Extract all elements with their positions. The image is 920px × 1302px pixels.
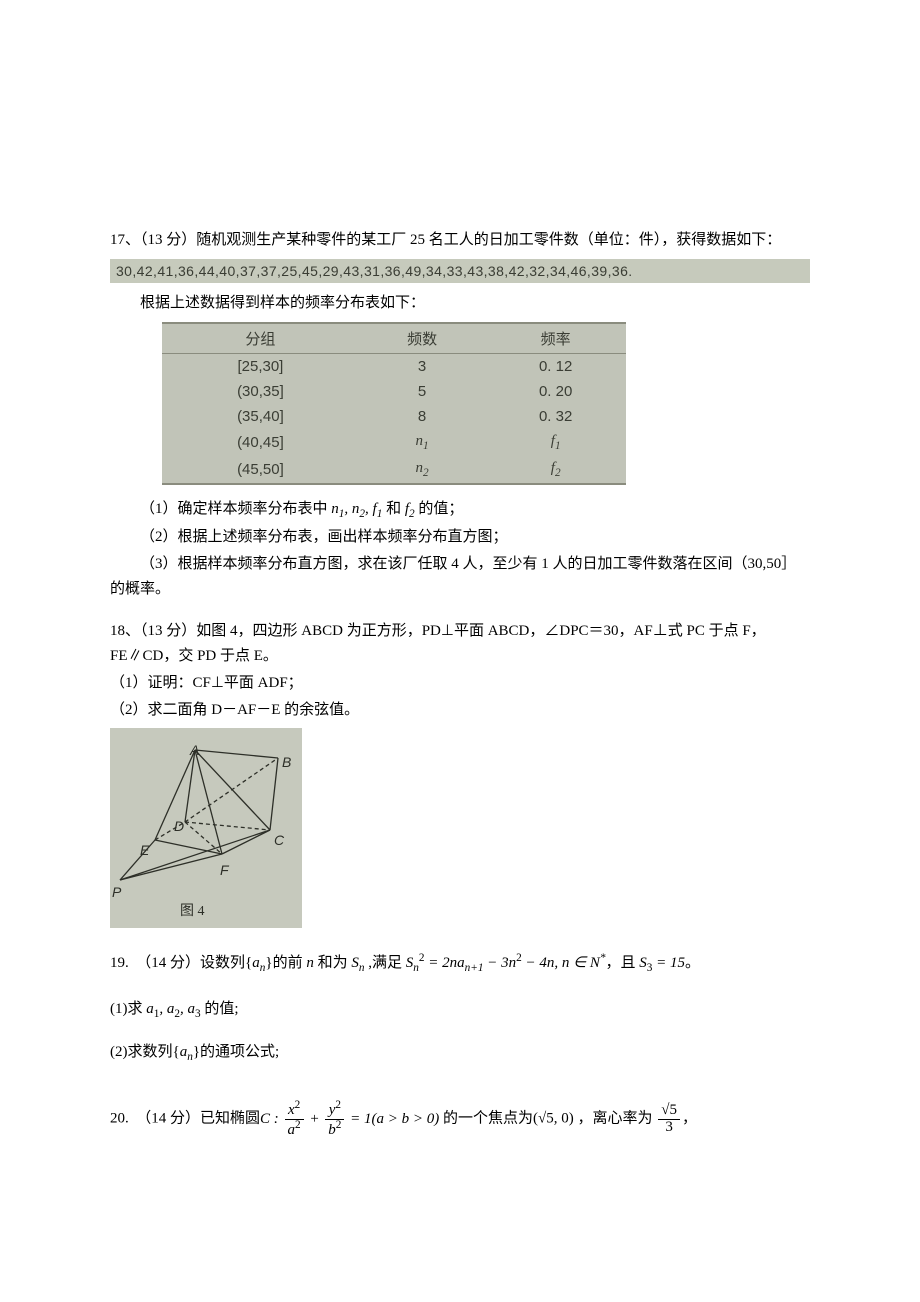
table-row: (45,50] n2 f2: [162, 456, 626, 484]
q19-number: 19.: [110, 955, 129, 971]
cell: [25,30]: [162, 353, 359, 379]
text: ，离心率为: [578, 1111, 653, 1127]
math: n1, n2, f1: [331, 501, 382, 517]
cell: 0. 32: [485, 404, 626, 429]
text: 的通项公式;: [200, 1044, 279, 1060]
table-header-row: 分组 频数 频率: [162, 323, 626, 354]
ellipse-equation: C : x2a2 + y2b2 = 1(a > b > 0): [260, 1111, 443, 1127]
math: n: [306, 955, 314, 971]
q18-points: （13 分）: [140, 623, 196, 639]
focus-point: (√5, 0): [533, 1111, 574, 1127]
q18-sub2: （2）求二面角 D－AF－E 的余弦值。: [110, 698, 810, 723]
geom-label-a: A: [190, 742, 199, 758]
text: 设数列: [200, 955, 245, 971]
text: （1）确定样本频率分布表中: [140, 501, 331, 517]
q17-points: （13 分）: [140, 232, 196, 248]
cell: 8: [359, 404, 486, 429]
text: ，且: [606, 955, 640, 971]
geom-label-e: E: [140, 842, 149, 858]
q20-points: （14 分）: [136, 1111, 200, 1127]
q17-sub2: （2）根据上述频率分布表，画出样本频率分布直方图；: [110, 525, 810, 550]
table-row: [25,30] 3 0. 12: [162, 353, 626, 379]
geom-label-b: B: [282, 754, 291, 770]
question-20: 20. （14 分）已知椭圆C : x2a2 + y2b2 = 1(a > b …: [110, 1100, 810, 1139]
text: 的值;: [201, 1001, 239, 1017]
cell: (35,40]: [162, 404, 359, 429]
q17-intro-text: 随机观测生产某种零件的某工厂 25 名工人的日加工零件数（单位：件），获得数据如…: [196, 232, 781, 248]
text: 已知椭圆: [200, 1111, 260, 1127]
cell: f2: [485, 456, 626, 484]
text: 的值；: [415, 501, 464, 517]
math: a1, a2, a3: [146, 1001, 200, 1017]
cell: f1: [485, 429, 626, 456]
math: {an}: [173, 1044, 201, 1060]
math-formula: Sn2 = 2nan+1 − 3n2 − 4n, n ∈ N*: [406, 955, 606, 971]
text: 的一个焦点为: [443, 1111, 533, 1127]
text: 和为: [314, 955, 352, 971]
geom-label-c: C: [274, 832, 284, 848]
table-row: (30,35] 5 0. 20: [162, 379, 626, 404]
cell: 0. 12: [485, 353, 626, 379]
geom-label-d: D: [174, 818, 184, 834]
cell: n1: [359, 429, 486, 456]
q19-points: （14 分）: [136, 955, 200, 971]
frequency-table: 分组 频数 频率 [25,30] 3 0. 12 (30,35] 5 0. 20…: [162, 322, 626, 485]
cell: (40,45]: [162, 429, 359, 456]
q17-table-intro: 根据上述数据得到样本的频率分布表如下：: [110, 291, 810, 316]
q17-sub1: （1）确定样本频率分布表中 n1, n2, f1 和 f2 的值；: [110, 497, 810, 524]
text: (1)求: [110, 1001, 146, 1017]
math: Sn: [351, 955, 364, 971]
q17-number: 17、: [110, 232, 140, 248]
math: {an}: [245, 955, 273, 971]
text: (2)求数列: [110, 1044, 173, 1060]
q19-intro: 19. （14 分）设数列{an}的前 n 和为 Sn ,满足 Sn2 = 2n…: [110, 946, 810, 981]
q20-number: 20.: [110, 1111, 129, 1127]
table-row: (35,40] 8 0. 32: [162, 404, 626, 429]
cell: (45,50]: [162, 456, 359, 484]
q18-number: 18、: [110, 623, 140, 639]
cell: 0. 20: [485, 379, 626, 404]
q19-sub1: (1)求 a1, a2, a3 的值;: [110, 997, 810, 1024]
question-18: 18、（13 分）如图 4，四边形 ABCD 为正方形，PD⊥平面 ABCD，∠…: [110, 619, 810, 928]
geom-label-p: P: [112, 884, 121, 900]
text: 的前: [273, 955, 307, 971]
cell: n2: [359, 456, 486, 484]
figure-caption: 图 4: [180, 900, 205, 920]
q20-intro: 20. （14 分）已知椭圆C : x2a2 + y2b2 = 1(a > b …: [110, 1100, 810, 1139]
eccentricity: √53: [658, 1103, 680, 1136]
cell: 5: [359, 379, 486, 404]
page-content: 17、（13 分）随机观测生产某种零件的某工厂 25 名工人的日加工零件数（单位…: [0, 0, 920, 1187]
cell: 3: [359, 353, 486, 379]
cell: (30,35]: [162, 379, 359, 404]
th-group: 分组: [162, 323, 359, 354]
th-count: 频数: [359, 323, 486, 354]
q18-sub1: （1）证明：CF⊥平面 ADF；: [110, 671, 810, 696]
th-freq: 频率: [485, 323, 626, 354]
geom-label-f: F: [220, 862, 229, 878]
text: ，: [682, 1111, 697, 1127]
table-row: (40,45] n1 f1: [162, 429, 626, 456]
math: S3 = 15: [639, 955, 685, 971]
math: f2: [405, 501, 415, 517]
q17-data-strip: 30,42,41,36,44,40,37,37,25,45,29,43,31,3…: [110, 259, 810, 283]
question-19: 19. （14 分）设数列{an}的前 n 和为 Sn ,满足 Sn2 = 2n…: [110, 946, 810, 1066]
q18-text: 如图 4，四边形 ABCD 为正方形，PD⊥平面 ABCD，∠DPC＝30，AF…: [110, 623, 766, 664]
q17-intro: 17、（13 分）随机观测生产某种零件的某工厂 25 名工人的日加工零件数（单位…: [110, 228, 810, 253]
text: 。: [685, 955, 700, 971]
text: ,满足: [364, 955, 405, 971]
text: （3）根据样本频率分布直方图，求在该厂任取 4 人，至少有 1 人的日加工零件数…: [110, 556, 796, 597]
question-17: 17、（13 分）随机观测生产某种零件的某工厂 25 名工人的日加工零件数（单位…: [110, 228, 810, 601]
geometry-figure: A B C D E F P 图 4: [110, 728, 302, 928]
q17-sub3: （3）根据样本频率分布直方图，求在该厂任取 4 人，至少有 1 人的日加工零件数…: [110, 552, 810, 602]
q18-intro: 18、（13 分）如图 4，四边形 ABCD 为正方形，PD⊥平面 ABCD，∠…: [110, 619, 810, 669]
q19-sub2: (2)求数列{an}的通项公式;: [110, 1040, 810, 1067]
geometry-svg: [110, 728, 302, 928]
